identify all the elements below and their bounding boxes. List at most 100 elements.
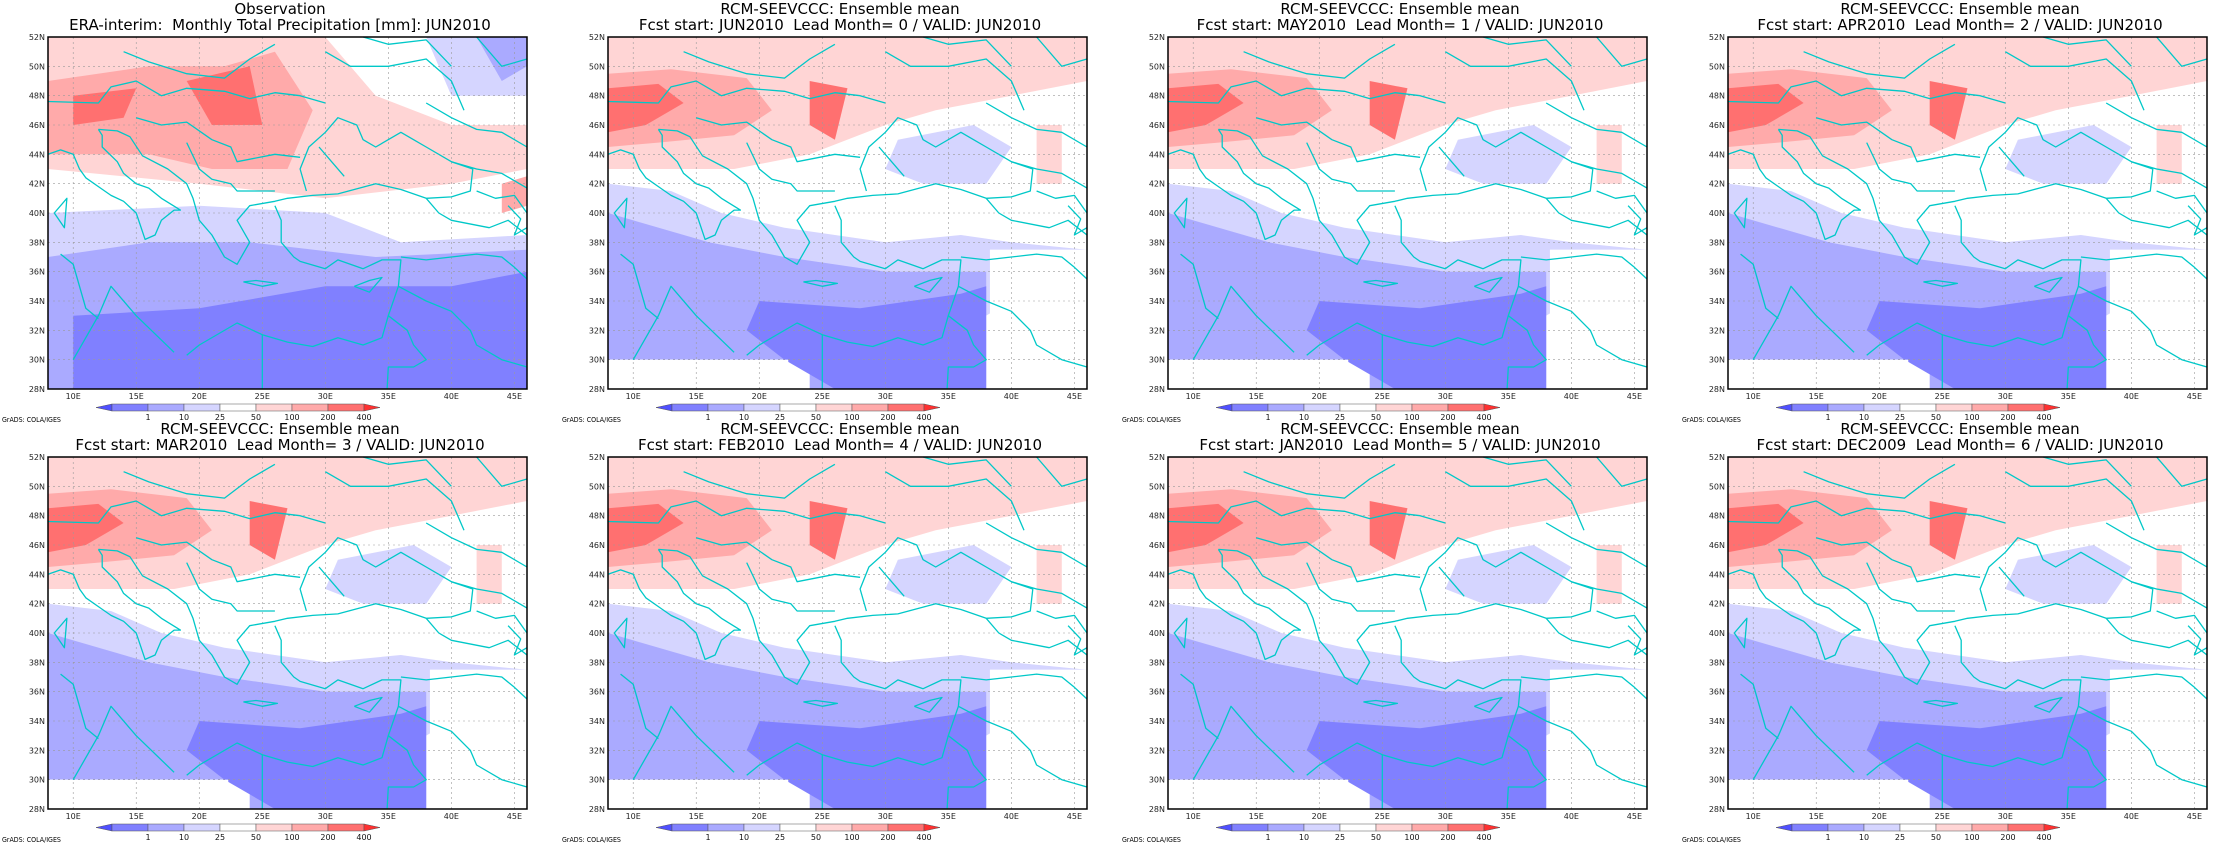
map-panel: RCM-SEEVCCC: Ensemble mean Fcst start: J… — [560, 0, 1120, 424]
colorbar-swatch — [1827, 403, 1865, 412]
coastline — [632, 285, 735, 361]
coastline — [1036, 36, 1088, 67]
coastline — [2034, 696, 2063, 713]
lon-tick-label: 25E — [1375, 392, 1390, 401]
coastline — [2080, 673, 2208, 700]
precip-shade — [73, 88, 137, 125]
coastline — [60, 253, 99, 320]
colorbar-label: 400 — [916, 833, 931, 840]
lon-tick-label: 40E — [2124, 392, 2139, 401]
precipitation-map: 10E 15E 20E 25E 30E 35E 40E 45E 28N 30N 32N 34N 36N 3… — [589, 33, 1088, 420]
lon-tick-label: 35E — [941, 812, 956, 821]
lat-tick-label: 38N — [589, 238, 605, 247]
precip-shade — [1866, 706, 2107, 809]
coastline — [1803, 463, 1956, 499]
panel-title: Observation — [234, 0, 326, 18]
lat-tick-label: 34N — [589, 297, 605, 306]
panel-subtitle: Fcst start: MAY2010 Lead Month= 1 / VALI… — [1196, 16, 1604, 34]
colorbar-label: 25 — [215, 833, 225, 840]
lon-tick-label: 45E — [1067, 812, 1082, 821]
lat-tick-label: 30N — [1709, 356, 1725, 365]
lat-tick-label: 44N — [1709, 150, 1725, 159]
coastline — [1167, 80, 1446, 104]
coastline — [1596, 610, 1648, 634]
lon-tick-label: 10E — [1746, 392, 1761, 401]
colorbar-swatch — [1339, 403, 1377, 412]
precipitation-map: 10E 15E 20E 25E 30E 35E 40E 45E 28N 30N 32N 34N 36N 3… — [29, 453, 528, 840]
colorbar-swatch — [1375, 403, 1413, 412]
lat-tick-label: 38N — [589, 658, 605, 667]
coastline — [425, 197, 528, 236]
colorbar-label: 50 — [251, 833, 261, 840]
lat-tick-label: 40N — [589, 209, 605, 218]
colorbar-label: 1 — [705, 413, 710, 420]
precip-shade — [608, 457, 1087, 589]
coastline — [1518, 285, 1648, 368]
missing-data-patch — [1549, 249, 1647, 389]
panel-subtitle: Fcst start: APR2010 Lead Month= 2 / VALI… — [1757, 16, 2163, 34]
lat-tick-label: 48N — [1149, 92, 1165, 101]
coastline — [2078, 705, 2208, 788]
lon-tick-label: 10E — [626, 812, 641, 821]
colorbar-swatch — [1447, 403, 1485, 412]
colorbar-end — [363, 403, 381, 412]
precipitation-map: 10E 15E 20E 25E 30E 35E 40E 45E 28N 30N 32N 34N 36N 3… — [1149, 33, 1648, 420]
colorbar-end — [655, 403, 673, 412]
lat-tick-label: 28N — [589, 805, 605, 814]
lat-tick-label: 46N — [589, 121, 605, 130]
colorbar-label: 1 — [1825, 833, 1830, 840]
lat-tick-label: 30N — [589, 356, 605, 365]
lat-tick-label: 50N — [589, 482, 605, 491]
colorbar-label: 200 — [1440, 833, 1455, 840]
colorbar-swatch — [707, 403, 745, 412]
colorbar-label: 10 — [1299, 833, 1309, 840]
coastline — [2066, 315, 2107, 390]
lat-tick-label: 48N — [589, 92, 605, 101]
coastline — [620, 673, 659, 740]
missing-data-patch — [989, 669, 1087, 809]
coastline — [1998, 566, 2025, 597]
coastline — [2004, 51, 2145, 111]
lat-tick-label: 40N — [29, 209, 45, 218]
colorbar-swatch — [183, 823, 221, 832]
lon-tick-label: 30E — [1438, 812, 1453, 821]
precip-shade — [746, 286, 987, 389]
colorbar-swatch — [1375, 823, 1413, 832]
coastline — [2105, 102, 2208, 148]
coastline — [658, 537, 1034, 685]
coastline — [2078, 285, 2208, 368]
lat-tick-label: 52N — [589, 33, 605, 42]
lon-tick-label: 10E — [1186, 812, 1201, 821]
colorbar-label: 1 — [1825, 413, 1830, 420]
colorbar-swatch — [887, 403, 925, 412]
lon-tick-label: 20E — [1312, 392, 1327, 401]
map-frame — [47, 456, 528, 810]
lat-tick-label: 40N — [1709, 629, 1725, 638]
lon-tick-label: 30E — [878, 392, 893, 401]
coastline — [1545, 102, 1648, 148]
lat-tick-label: 32N — [1709, 326, 1725, 335]
lat-tick-label: 52N — [29, 33, 45, 42]
coastline — [2187, 205, 2208, 236]
lat-tick-label: 50N — [29, 62, 45, 71]
coastline — [1803, 43, 1956, 79]
lat-tick-label: 46N — [1709, 121, 1725, 130]
colorbar-end — [923, 823, 941, 832]
coastline — [2034, 276, 2063, 293]
lon-tick-label: 40E — [1004, 812, 1019, 821]
lon-tick-label: 20E — [752, 392, 767, 401]
colorbar-label: 25 — [215, 413, 225, 420]
lat-tick-label: 48N — [29, 512, 45, 521]
colorbar-label: 25 — [775, 833, 785, 840]
lon-tick-label: 45E — [1627, 812, 1642, 821]
coastline — [1482, 36, 1572, 67]
grads-credit: GrADS: COLA/IGES — [2, 416, 61, 424]
lat-tick-label: 46N — [29, 121, 45, 130]
lat-tick-label: 38N — [1709, 238, 1725, 247]
lat-tick-label: 36N — [1149, 268, 1165, 277]
lat-tick-label: 50N — [589, 62, 605, 71]
coastline — [658, 117, 1034, 265]
coastline — [53, 197, 68, 229]
lon-tick-label: 35E — [381, 392, 396, 401]
coastline — [2105, 197, 2208, 236]
